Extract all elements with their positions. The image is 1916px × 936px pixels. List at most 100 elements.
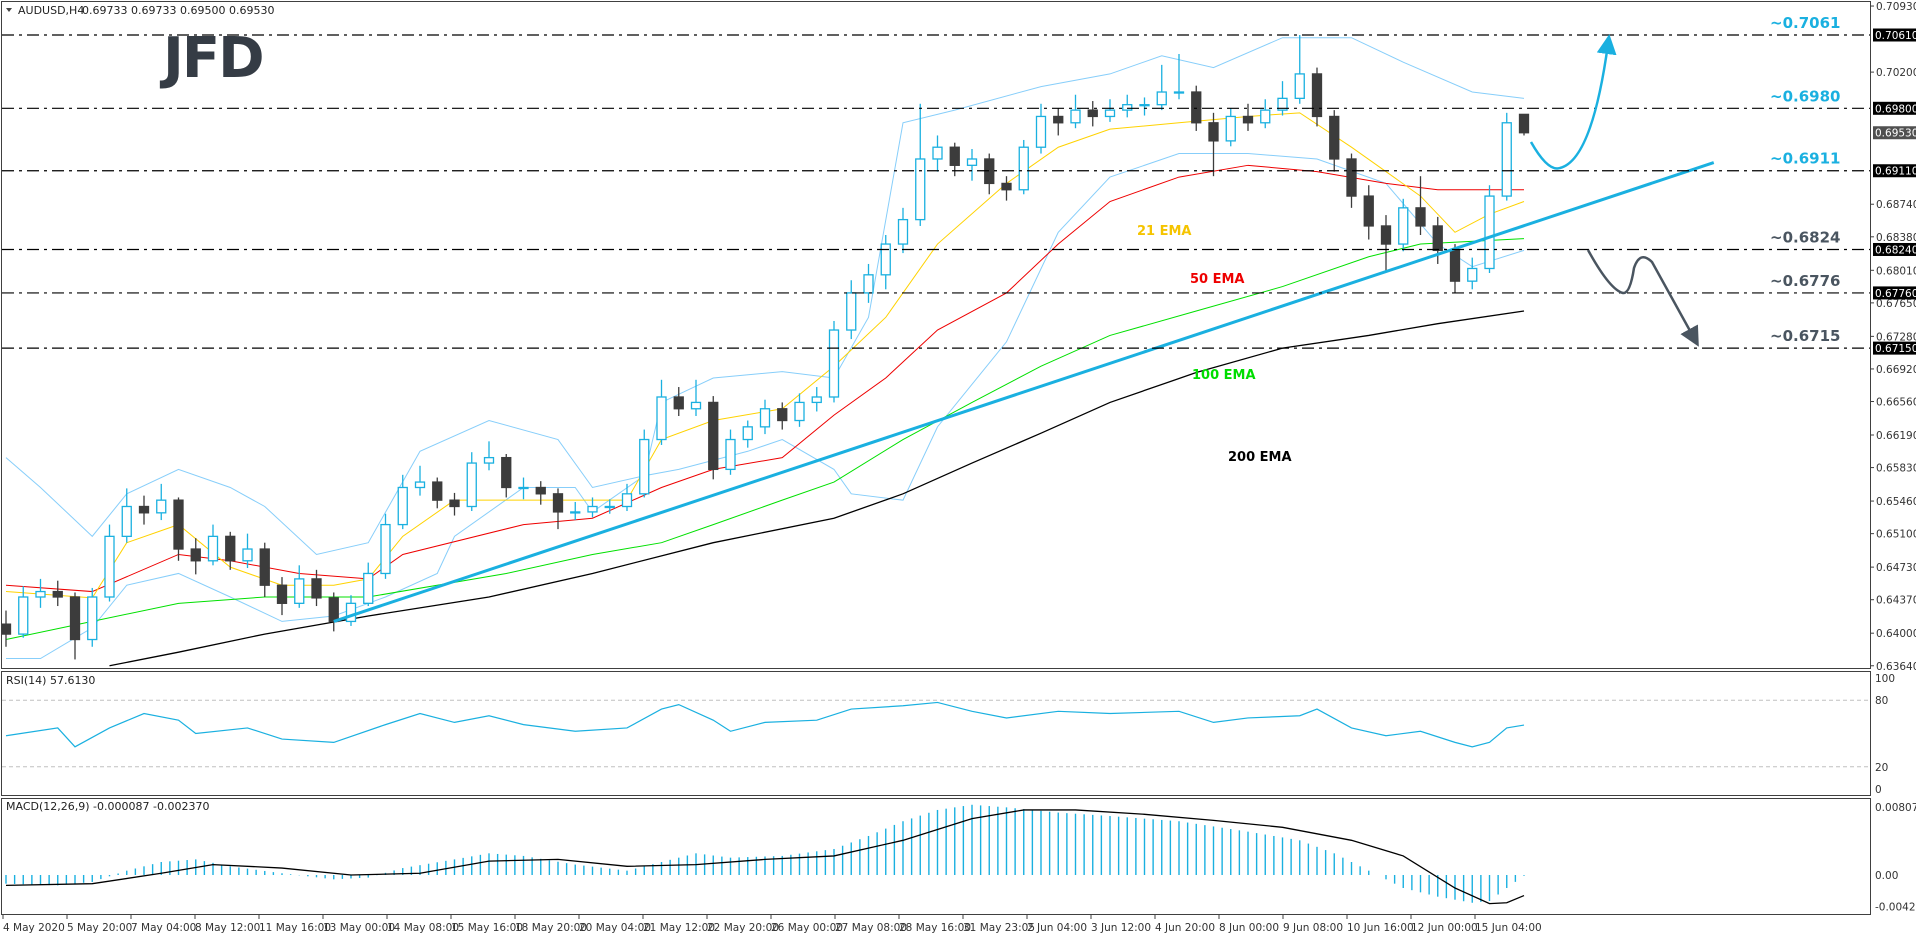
- candle: [811, 387, 822, 412]
- level-axis-box: [1873, 101, 1916, 115]
- candle-body: [639, 438, 650, 495]
- jfd-logo: JFD: [159, 26, 265, 91]
- candle-body: [725, 438, 736, 471]
- x-tick-label: 12 Jun 00:00: [1411, 922, 1478, 934]
- rsi-plot-area: [2, 699, 1870, 768]
- candle-body: [949, 146, 960, 166]
- candle: [104, 524, 115, 602]
- collapse-triangle-icon[interactable]: [6, 8, 12, 12]
- candle: [69, 592, 81, 660]
- candle-body: [1294, 73, 1305, 99]
- candle-body: [759, 408, 771, 428]
- y-tick-label: 0.66920: [1876, 364, 1916, 376]
- main-price-panel[interactable]: [1, 1, 1871, 669]
- macd-tick-label: -0.004234: [1875, 902, 1916, 914]
- ema50-line: [5, 164, 1524, 593]
- level-axis-box: [1873, 242, 1916, 256]
- rsi-tick-label: 0: [1875, 784, 1882, 796]
- candle: [207, 524, 219, 566]
- candle: [1208, 112, 1219, 177]
- current-price-label: 0.69530: [1875, 128, 1916, 140]
- candle: [18, 586, 29, 638]
- level-axis-label: 0.67150: [1875, 343, 1916, 355]
- candle: [1053, 108, 1064, 136]
- macd-tick-label: 0.00: [1875, 870, 1898, 882]
- candle-body: [1225, 115, 1236, 142]
- candle-body: [1087, 109, 1098, 118]
- ema200-label: 200 EMA: [1228, 450, 1292, 465]
- candle-body: [1518, 113, 1530, 134]
- candle-body: [52, 590, 63, 598]
- candle-body: [138, 505, 150, 514]
- candle-body: [1398, 207, 1409, 245]
- candle-body: [570, 511, 581, 514]
- ema50-label: 50 EMA: [1190, 272, 1245, 287]
- candle-body: [242, 548, 253, 562]
- candle-body: [1035, 115, 1047, 148]
- support-resistance-levels: ~0.7061 ~0.6980 ~0.6911 ~0.6824 ~0.6776 ~0.67…: [2, 14, 1870, 349]
- x-tick-label: 9 Jun 08:00: [1283, 922, 1343, 934]
- candle-body: [276, 584, 288, 604]
- candle-body: [1449, 249, 1461, 282]
- candle-body: [1311, 73, 1323, 118]
- candle-body: [483, 456, 495, 464]
- y-tick-label: 0.64370: [1876, 595, 1916, 607]
- candle: [1329, 110, 1340, 172]
- candle-body: [397, 486, 408, 526]
- candle: [552, 488, 564, 530]
- x-tick-label: 13 May 00:00: [323, 922, 395, 934]
- candle: [1277, 81, 1288, 116]
- level-label: ~0.6824: [1770, 228, 1840, 246]
- candle: [380, 513, 391, 579]
- candle: [1380, 215, 1392, 272]
- level-label: ~0.7061: [1770, 14, 1840, 32]
- y-tick-label: 0.68380: [1876, 232, 1916, 244]
- y-tick-label: 0.64730: [1876, 562, 1916, 574]
- level-label: ~0.6980: [1770, 87, 1840, 105]
- y-tick-label: 0.70930: [1876, 1, 1916, 13]
- candle-body: [328, 597, 339, 623]
- candle: [1518, 113, 1530, 136]
- candle: [1432, 216, 1443, 264]
- level-axis-box: [1873, 341, 1916, 355]
- candle: [759, 399, 771, 435]
- rsi-panel[interactable]: [1, 671, 1871, 796]
- y-tick-label: 0.67650: [1876, 298, 1916, 310]
- candle: [1260, 99, 1271, 129]
- candle: [1018, 139, 1029, 195]
- level-label: ~0.6776: [1770, 272, 1840, 290]
- candle: [173, 497, 184, 561]
- candle-body: [1191, 91, 1202, 124]
- ema100-label: 100 EMA: [1192, 368, 1256, 383]
- candle-body: [708, 401, 719, 471]
- x-tick-label: 11 May 16:00: [259, 922, 331, 934]
- candle-body: [259, 548, 270, 586]
- level-axis-label: 0.68240: [1875, 244, 1916, 256]
- candle-body: [501, 456, 512, 489]
- candle-body: [35, 590, 46, 598]
- candle-body: [1363, 195, 1374, 227]
- candle-body: [1467, 267, 1478, 282]
- candle-body: [518, 486, 529, 490]
- candle-body: [604, 505, 615, 509]
- candle-body: [1053, 115, 1064, 124]
- level-label: ~0.6715: [1770, 327, 1840, 345]
- candle: [276, 577, 288, 616]
- candle-body: [656, 396, 667, 441]
- candle-body: [156, 499, 167, 514]
- candle: [466, 452, 477, 512]
- macd-panel[interactable]: [1, 798, 1871, 915]
- y-tick-label: 0.63640: [1876, 661, 1916, 673]
- candle-body: [121, 505, 132, 538]
- candle-body: [1329, 115, 1340, 160]
- y-tick-label: 0.65830: [1876, 463, 1916, 475]
- candle-body: [897, 218, 909, 245]
- candle-body: [190, 548, 201, 562]
- x-tick-label: 4 Jun 20:00: [1155, 922, 1215, 934]
- level-axis-label: 0.69110: [1875, 166, 1916, 178]
- candle-body: [966, 158, 978, 166]
- candle-body: [363, 572, 374, 604]
- candle-body: [846, 292, 857, 331]
- candle: [190, 538, 201, 575]
